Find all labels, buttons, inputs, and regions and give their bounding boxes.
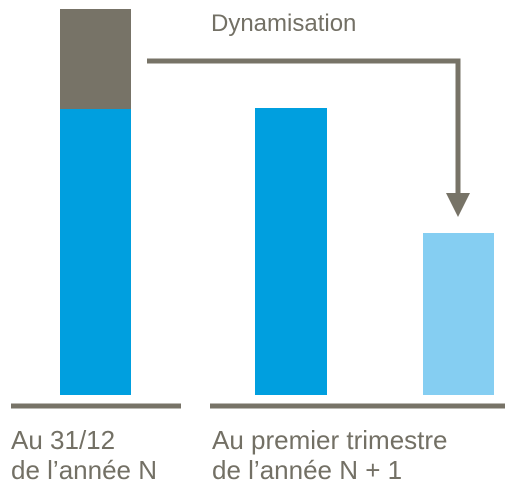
arrow-label: Dynamisation (211, 10, 357, 37)
right-group-label-line2: de l’année N + 1 (212, 455, 403, 485)
left-bar-bottom-segment (60, 109, 131, 395)
right-bar-light (423, 233, 494, 395)
left-group-label-line2: de l’année N (11, 455, 157, 485)
left-group-label-line1: Au 31/12 (11, 425, 116, 455)
transfer-arrow-line (147, 58, 461, 197)
right-group-label-line1: Au premier trimestre (212, 425, 448, 455)
left-bar-top-segment (60, 9, 131, 109)
arrow-down-icon (446, 193, 470, 217)
right-bar-dark (255, 108, 327, 395)
